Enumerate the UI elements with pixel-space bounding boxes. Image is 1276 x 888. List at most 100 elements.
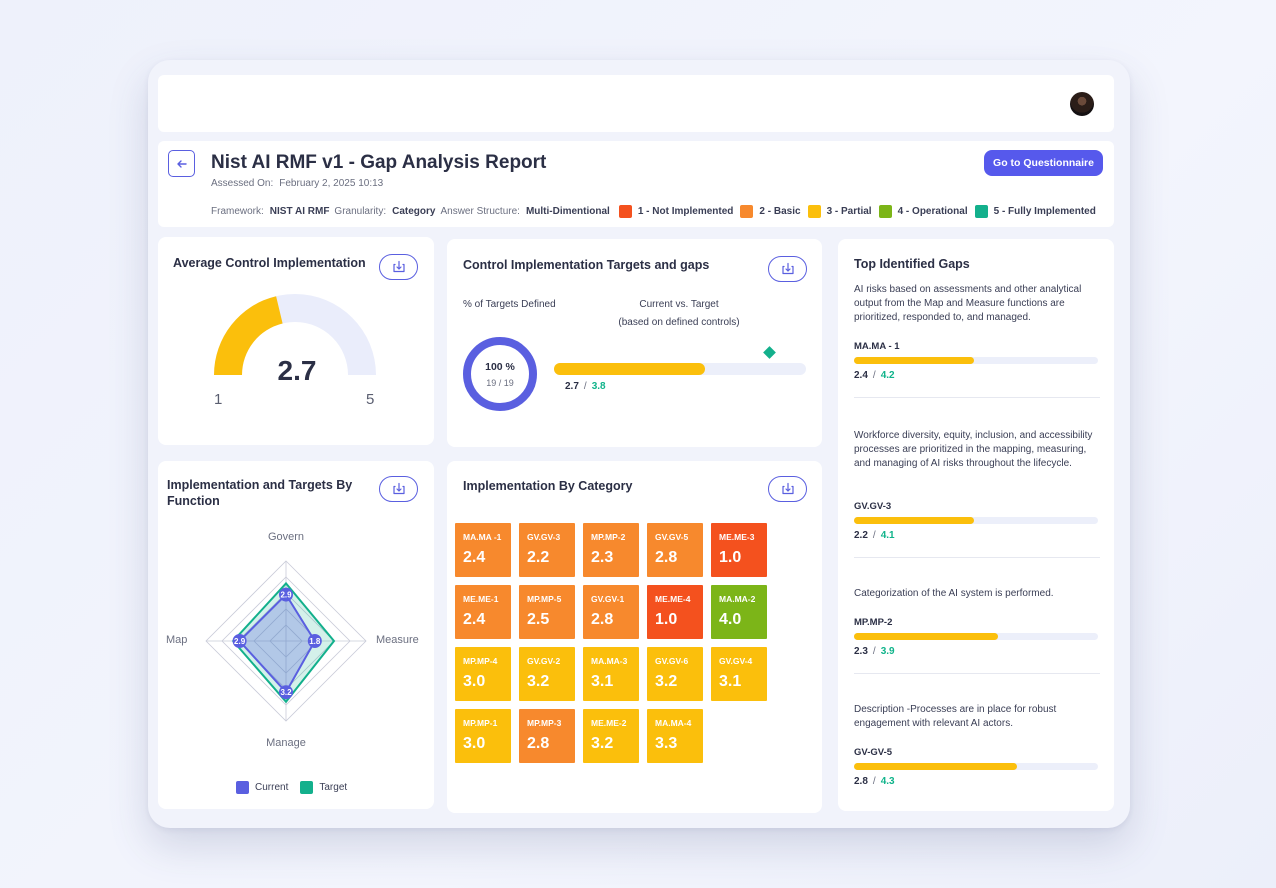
radar-current-point[interactable] xyxy=(279,587,293,602)
top-bar xyxy=(158,75,1114,132)
targets-defined-label: % of Targets Defined xyxy=(463,299,556,310)
heatmap-tile[interactable]: ME.ME-4 1.0 xyxy=(647,585,703,639)
export-button[interactable] xyxy=(379,476,418,502)
heatmap-tile[interactable]: MP.MP-1 3.0 xyxy=(455,709,511,763)
export-icon xyxy=(392,482,405,495)
radar-legend: Current Target xyxy=(236,781,347,794)
card-title: Average Control Implementation xyxy=(173,256,366,270)
gap-sep: / xyxy=(872,530,876,541)
heatmap-tile[interactable]: ME.ME-3 1.0 xyxy=(711,523,767,577)
gap-progress-fill xyxy=(854,517,974,524)
current-value: 2.7 xyxy=(565,381,579,392)
export-button[interactable] xyxy=(379,254,418,280)
heatmap-tile[interactable]: MA.MA-4 3.3 xyxy=(647,709,703,763)
radar-current-point[interactable] xyxy=(279,685,293,700)
tile-code: MP.MP-5 xyxy=(527,594,562,604)
heatmap-tile[interactable]: GV.GV-3 2.2 xyxy=(519,523,575,577)
card-title: Implementation and Targets By Function xyxy=(167,478,353,508)
tile-code: GV.GV-2 xyxy=(527,656,561,666)
answer-structure-value: Multi-Dimentional xyxy=(525,206,610,217)
go-to-questionnaire-button[interactable]: Go to Questionnaire xyxy=(984,150,1103,176)
legend-current-swatch xyxy=(236,781,249,794)
heatmap-tile[interactable]: GV.GV-1 2.8 xyxy=(583,585,639,639)
radar-axis-manage: Manage xyxy=(266,737,306,749)
gap-code: GV.GV-3 xyxy=(854,501,892,512)
tile-value: 3.0 xyxy=(463,735,486,752)
current-vs-target-sublabel: (based on defined controls) xyxy=(618,317,740,328)
gap-current: 2.3 xyxy=(854,646,868,657)
back-button[interactable] xyxy=(168,150,195,177)
donut-total: 19 xyxy=(503,378,514,388)
answer-structure-label: Answer Structure: xyxy=(440,206,520,217)
gap-divider xyxy=(854,673,1100,674)
tile-value: 2.8 xyxy=(655,549,678,566)
framework-label: Framework: xyxy=(211,206,264,217)
gap-progress-track xyxy=(854,633,1098,640)
tile-value: 3.1 xyxy=(719,673,742,690)
card-title: Implementation By Category xyxy=(463,479,633,493)
radar-axis-map: Map xyxy=(166,634,188,646)
tile-code: GV.GV-6 xyxy=(655,656,689,666)
heatmap-tile[interactable]: GV.GV-6 3.2 xyxy=(647,647,703,701)
gap-values: 2.3 / 3.9 xyxy=(854,646,895,657)
gap-code: MA.MA - 1 xyxy=(854,341,900,352)
heatmap-tile[interactable]: GV.GV-5 2.8 xyxy=(647,523,703,577)
gap-current: 2.2 xyxy=(854,530,868,541)
gap-values: 2.2 / 4.1 xyxy=(854,530,895,541)
avatar[interactable] xyxy=(1070,92,1094,116)
legend-target-swatch xyxy=(300,781,314,794)
category-heatmap-card: Implementation By Category MA.MA -1 2.4 GV… xyxy=(447,461,822,813)
tile-value: 1.0 xyxy=(655,611,678,628)
heatmap-tile[interactable]: ME.ME-2 3.2 xyxy=(583,709,639,763)
tile-value: 2.3 xyxy=(591,549,614,566)
heatmap-tile[interactable]: ME.ME-1 2.4 xyxy=(455,585,511,639)
radar-current-point[interactable] xyxy=(307,634,322,648)
tile-value: 3.1 xyxy=(591,673,614,690)
heatmap-tile[interactable]: MP.MP-5 2.5 xyxy=(519,585,575,639)
gap-target: 3.9 xyxy=(880,646,895,657)
legend-fully-implemented: 5 - Fully Implemented xyxy=(974,205,1099,218)
card-title: Top Identified Gaps xyxy=(854,257,970,271)
heatmap-tile[interactable]: GV.GV-2 3.2 xyxy=(519,647,575,701)
heatmap-tile[interactable]: MA.MA -1 2.4 xyxy=(455,523,511,577)
export-icon xyxy=(781,262,794,275)
granularity-value: Category xyxy=(392,206,436,217)
radar-point-label: 1.8 xyxy=(309,637,321,646)
gap-target: 4.1 xyxy=(880,530,895,541)
heatmap-tile[interactable]: MP.MP-4 3.0 xyxy=(455,647,511,701)
legend-not-implemented: 1 - Not Implemented xyxy=(618,205,737,218)
legend-basic: 2 - Basic xyxy=(740,205,803,218)
gauge-value: 2.7 xyxy=(277,355,317,386)
export-button[interactable] xyxy=(768,476,807,502)
heatmap-tile[interactable]: MP.MP-2 2.3 xyxy=(583,523,639,577)
heatmap-tile[interactable]: MA.MA-2 4.0 xyxy=(711,585,767,639)
framework-value: NIST AI RMF xyxy=(269,206,330,217)
export-button[interactable] xyxy=(768,256,807,282)
gap-progress-track xyxy=(854,763,1098,770)
target-value: 3.8 xyxy=(591,381,606,392)
heatmap-tile[interactable]: MA.MA-3 3.1 xyxy=(583,647,639,701)
radar-point-label: 2.9 xyxy=(280,590,292,599)
tile-value: 3.2 xyxy=(655,673,678,690)
gap-description: AI risks based on assessments and other … xyxy=(854,284,1082,323)
radar-current-point[interactable] xyxy=(232,634,247,648)
tile-code: MP.MP-3 xyxy=(527,718,562,728)
gap-description: Description -Processes are in place for … xyxy=(854,704,1057,729)
report-header: Nist AI RMF v1 - Gap Analysis Report Ass… xyxy=(158,141,1114,227)
gap-progress-track xyxy=(854,517,1098,524)
heatmap-tile[interactable]: GV.GV-4 3.1 xyxy=(711,647,767,701)
top-gaps-card: Top Identified Gaps AI risks based on as… xyxy=(838,239,1114,811)
tile-value: 2.4 xyxy=(463,611,486,628)
gap-sep: / xyxy=(872,646,876,657)
gap-values: 2.4 / 4.2 xyxy=(854,370,895,381)
gap-values: 2.8 / 4.3 xyxy=(854,776,895,787)
assessed-label: Assessed On: xyxy=(211,178,274,189)
arrow-left-icon xyxy=(176,159,187,168)
gap-progress-fill xyxy=(854,633,998,640)
tile-code: ME.ME-4 xyxy=(655,594,691,604)
tile-code: ME.ME-1 xyxy=(463,594,499,604)
heatmap-tile[interactable]: MP.MP-3 2.8 xyxy=(519,709,575,763)
export-icon xyxy=(392,260,405,273)
tile-code: GV.GV-3 xyxy=(527,532,561,542)
gap-current: 2.8 xyxy=(854,776,868,787)
